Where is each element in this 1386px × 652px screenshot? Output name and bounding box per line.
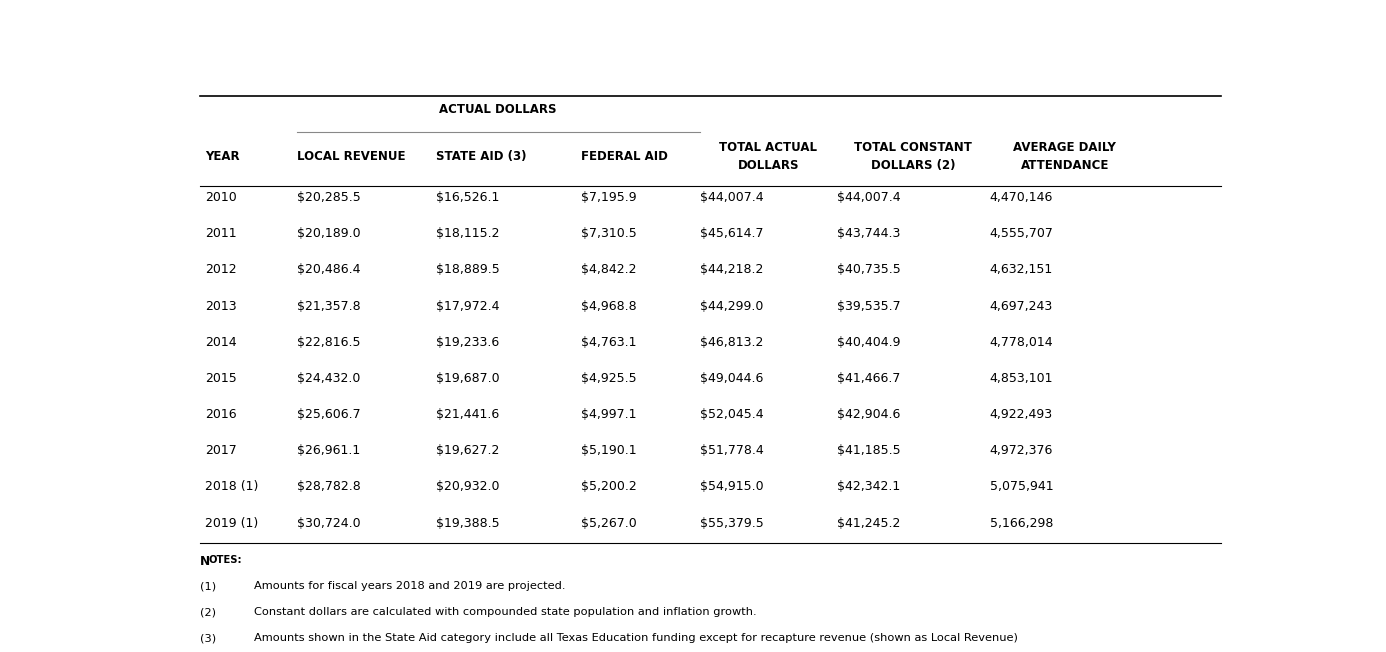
Text: $42,342.1: $42,342.1 xyxy=(837,481,901,494)
Text: $19,388.5: $19,388.5 xyxy=(437,516,500,529)
Text: $26,961.1: $26,961.1 xyxy=(297,444,360,457)
Text: $52,045.4: $52,045.4 xyxy=(700,408,764,421)
Text: $20,285.5: $20,285.5 xyxy=(297,191,360,204)
Text: $21,357.8: $21,357.8 xyxy=(297,300,360,313)
Text: 4,922,493: 4,922,493 xyxy=(990,408,1053,421)
Text: $16,526.1: $16,526.1 xyxy=(437,191,500,204)
Text: $19,687.0: $19,687.0 xyxy=(437,372,500,385)
Text: 4,697,243: 4,697,243 xyxy=(990,300,1053,313)
Text: $51,778.4: $51,778.4 xyxy=(700,444,764,457)
Text: $24,432.0: $24,432.0 xyxy=(297,372,360,385)
Text: 4,632,151: 4,632,151 xyxy=(990,263,1053,276)
Text: $5,200.2: $5,200.2 xyxy=(582,481,638,494)
Text: $55,379.5: $55,379.5 xyxy=(700,516,764,529)
Text: $5,190.1: $5,190.1 xyxy=(582,444,638,457)
Text: $20,189.0: $20,189.0 xyxy=(297,228,360,241)
Text: $54,915.0: $54,915.0 xyxy=(700,481,764,494)
Text: 4,972,376: 4,972,376 xyxy=(990,444,1053,457)
Text: $30,724.0: $30,724.0 xyxy=(297,516,360,529)
Text: $19,627.2: $19,627.2 xyxy=(437,444,500,457)
Text: $44,007.4: $44,007.4 xyxy=(837,191,901,204)
Text: FEDERAL AID: FEDERAL AID xyxy=(582,149,668,162)
Text: $5,267.0: $5,267.0 xyxy=(582,516,638,529)
Text: $20,486.4: $20,486.4 xyxy=(297,263,360,276)
Text: $18,115.2: $18,115.2 xyxy=(437,228,500,241)
Text: 2019 (1): 2019 (1) xyxy=(205,516,259,529)
Text: 4,555,707: 4,555,707 xyxy=(990,228,1053,241)
Text: 2010: 2010 xyxy=(205,191,237,204)
Text: ACTUAL DOLLARS: ACTUAL DOLLARS xyxy=(439,103,557,116)
Text: 2018 (1): 2018 (1) xyxy=(205,481,259,494)
Text: $4,968.8: $4,968.8 xyxy=(582,300,638,313)
Text: $46,813.2: $46,813.2 xyxy=(700,336,762,349)
Text: 4,853,101: 4,853,101 xyxy=(990,372,1053,385)
Text: 2014: 2014 xyxy=(205,336,237,349)
Text: $43,744.3: $43,744.3 xyxy=(837,228,901,241)
Text: $19,233.6: $19,233.6 xyxy=(437,336,500,349)
Text: $18,889.5: $18,889.5 xyxy=(437,263,500,276)
Text: $44,007.4: $44,007.4 xyxy=(700,191,764,204)
Text: $22,816.5: $22,816.5 xyxy=(297,336,360,349)
Text: STATE AID (3): STATE AID (3) xyxy=(437,149,527,162)
Text: 2016: 2016 xyxy=(205,408,237,421)
Text: 4,470,146: 4,470,146 xyxy=(990,191,1053,204)
Text: Amounts shown in the State Aid category include all Texas Education funding exce: Amounts shown in the State Aid category … xyxy=(254,634,1017,644)
Text: (1): (1) xyxy=(200,582,216,591)
Text: Amounts for fiscal years 2018 and 2019 are projected.: Amounts for fiscal years 2018 and 2019 a… xyxy=(254,582,565,591)
Text: $28,782.8: $28,782.8 xyxy=(297,481,360,494)
Text: $7,310.5: $7,310.5 xyxy=(582,228,638,241)
Text: OTES:: OTES: xyxy=(209,556,243,565)
Text: $7,195.9: $7,195.9 xyxy=(582,191,638,204)
Text: (3): (3) xyxy=(200,634,216,644)
Text: (2): (2) xyxy=(200,608,216,617)
Text: $41,185.5: $41,185.5 xyxy=(837,444,901,457)
Text: N: N xyxy=(200,556,211,568)
Text: $4,763.1: $4,763.1 xyxy=(582,336,638,349)
Text: TOTAL CONSTANT
DOLLARS (2): TOTAL CONSTANT DOLLARS (2) xyxy=(854,141,972,172)
Text: $49,044.6: $49,044.6 xyxy=(700,372,762,385)
Text: $4,925.5: $4,925.5 xyxy=(582,372,638,385)
Text: 4,778,014: 4,778,014 xyxy=(990,336,1053,349)
Text: $40,735.5: $40,735.5 xyxy=(837,263,901,276)
Text: 2011: 2011 xyxy=(205,228,237,241)
Text: YEAR: YEAR xyxy=(205,149,240,162)
Text: $44,299.0: $44,299.0 xyxy=(700,300,762,313)
Text: $4,997.1: $4,997.1 xyxy=(582,408,638,421)
Text: $41,245.2: $41,245.2 xyxy=(837,516,901,529)
Text: 2017: 2017 xyxy=(205,444,237,457)
Text: LOCAL REVENUE: LOCAL REVENUE xyxy=(297,149,405,162)
Text: 5,166,298: 5,166,298 xyxy=(990,516,1053,529)
Text: $17,972.4: $17,972.4 xyxy=(437,300,500,313)
Text: 5,075,941: 5,075,941 xyxy=(990,481,1053,494)
Text: Constant dollars are calculated with compounded state population and inflation g: Constant dollars are calculated with com… xyxy=(254,608,757,617)
Text: 2015: 2015 xyxy=(205,372,237,385)
Text: $39,535.7: $39,535.7 xyxy=(837,300,901,313)
Text: $45,614.7: $45,614.7 xyxy=(700,228,764,241)
Text: TOTAL ACTUAL
DOLLARS: TOTAL ACTUAL DOLLARS xyxy=(719,141,818,172)
Text: $40,404.9: $40,404.9 xyxy=(837,336,901,349)
Text: $4,842.2: $4,842.2 xyxy=(582,263,638,276)
Text: $44,218.2: $44,218.2 xyxy=(700,263,762,276)
Text: 2013: 2013 xyxy=(205,300,237,313)
Text: $25,606.7: $25,606.7 xyxy=(297,408,360,421)
Text: $42,904.6: $42,904.6 xyxy=(837,408,901,421)
Text: $41,466.7: $41,466.7 xyxy=(837,372,901,385)
Text: $20,932.0: $20,932.0 xyxy=(437,481,500,494)
Text: 2012: 2012 xyxy=(205,263,237,276)
Text: AVERAGE DAILY
ATTENDANCE: AVERAGE DAILY ATTENDANCE xyxy=(1013,141,1116,172)
Text: $21,441.6: $21,441.6 xyxy=(437,408,500,421)
